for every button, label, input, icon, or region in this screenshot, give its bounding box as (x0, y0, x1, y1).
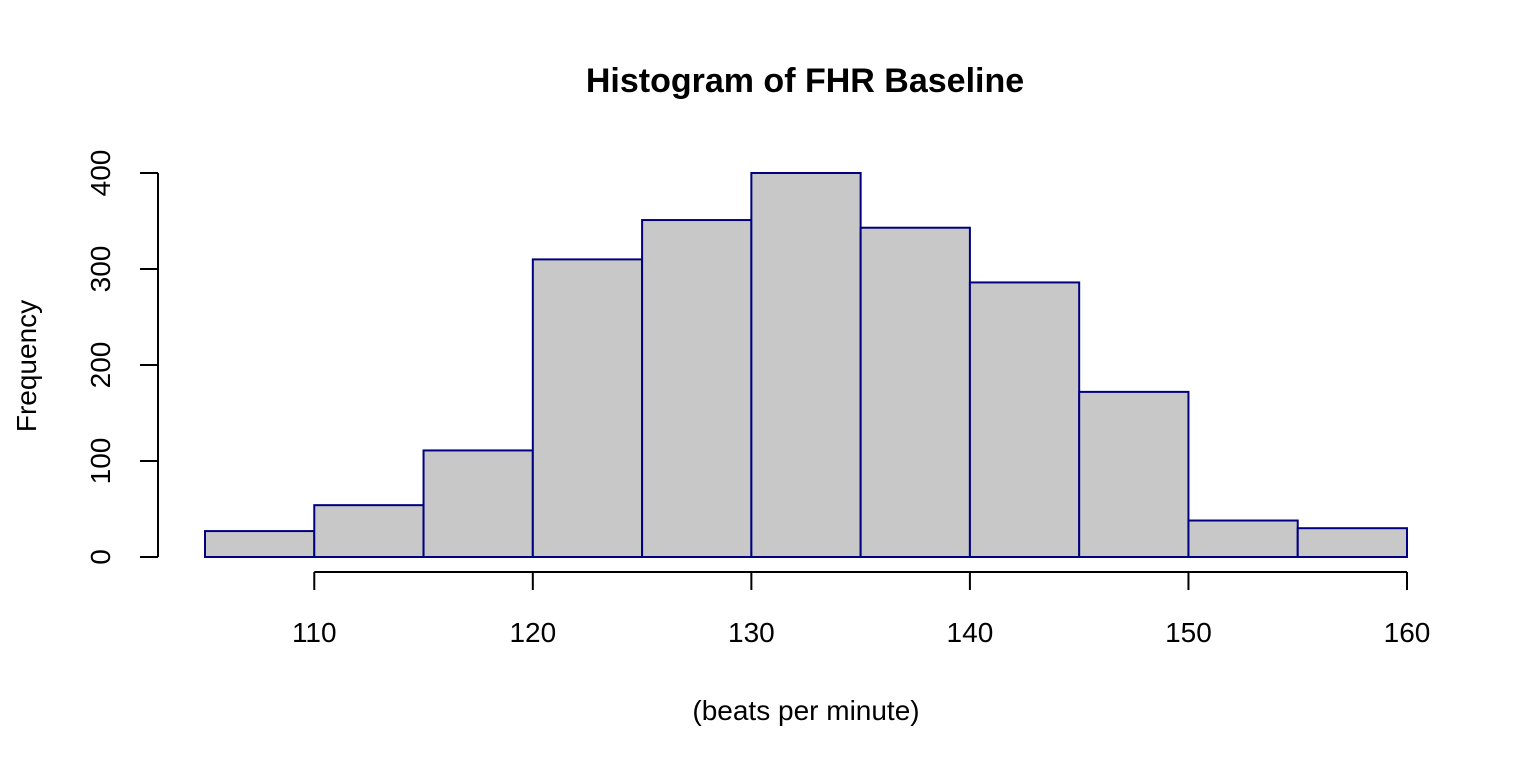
chart-title: Histogram of FHR Baseline (586, 62, 1024, 100)
y-axis: 0 100 200 300 400 (85, 150, 159, 565)
histogram-bar (1078, 390, 1190, 558)
histogram-bar (641, 219, 753, 558)
histogram-bar (204, 530, 316, 559)
y-tick-label: 100 (85, 438, 116, 485)
y-tick-label: 0 (85, 549, 116, 565)
histogram-bar (750, 172, 862, 558)
histogram-bar (313, 504, 425, 559)
x-tick-label: 160 (1384, 617, 1431, 648)
x-tick-label: 150 (1165, 617, 1212, 648)
x-tick-label: 110 (292, 617, 337, 648)
histogram-bar (859, 226, 971, 558)
x-tick-label: 130 (728, 617, 775, 648)
y-tick-label: 200 (85, 342, 116, 389)
x-axis: 110 120 130 140 150 160 (292, 571, 1431, 648)
bars-group (204, 172, 1409, 559)
y-tick-label: 300 (85, 246, 116, 293)
x-tick-label: 140 (947, 617, 994, 648)
histogram-bar (1296, 527, 1409, 559)
x-axis-label: (beats per minute) (692, 695, 919, 726)
histogram-bar (968, 281, 1081, 558)
histogram-bar (531, 258, 644, 558)
histogram-bar (422, 449, 534, 558)
x-tick-label: 120 (509, 617, 556, 648)
y-tick-label: 400 (85, 150, 116, 197)
y-axis-label: Frequency (11, 300, 42, 432)
histogram-bar (1187, 519, 1299, 559)
